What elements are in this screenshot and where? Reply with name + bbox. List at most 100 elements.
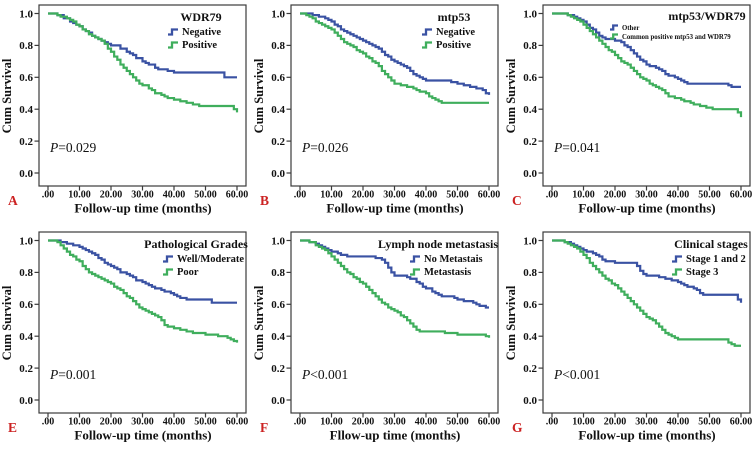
- x-tick-label: 60.00: [226, 417, 249, 428]
- legend-label: Other: [622, 25, 639, 32]
- y-tick-label: 0.8: [271, 40, 285, 52]
- survival-curve-G: [552, 239, 741, 347]
- y-tick-label: 0.0: [271, 395, 285, 407]
- km-panel-F: 0.0 0.2 0.4 0.6 0.8 1.0 .00 10.00 20.00 30.00 40.0…: [252, 227, 504, 454]
- y-tick-label: 0.4: [271, 104, 285, 116]
- km-plot-B: 0.0 0.2 0.4 0.6 0.8 1.0 .00 10.00 20.00 30.00 40.0…: [252, 4, 501, 216]
- legend-marker: [422, 41, 432, 49]
- x-tick-label: 50.00: [698, 190, 721, 201]
- x-tick-label: 40.00: [163, 190, 186, 201]
- x-tick-label: 40.00: [667, 190, 690, 201]
- x-tick-label: 20.00: [352, 190, 375, 201]
- legend-title: mtp53/WDR79: [668, 9, 745, 23]
- y-tick-label: 0.4: [19, 331, 33, 343]
- km-panel-A: 0.0 0.2 0.4 0.6 0.8 1.0 .00 10.00 20.00 30.00 40.0…: [0, 0, 252, 227]
- legend-label: Well/Moderate: [177, 254, 244, 265]
- x-tick-label: 60.00: [478, 190, 501, 201]
- legend-marker: [422, 28, 432, 36]
- x-tick-label: 60.00: [226, 190, 249, 201]
- x-tick-label: 40.00: [415, 190, 438, 201]
- y-tick-label: 0.0: [19, 168, 33, 180]
- legend-marker: [672, 268, 682, 276]
- x-tick-label: 30.00: [131, 190, 154, 201]
- legend-label: Positive: [182, 40, 217, 51]
- p-value: P<0.001: [553, 367, 600, 382]
- y-tick-label: 0.8: [271, 267, 285, 279]
- y-tick-label: 0.6: [523, 299, 537, 311]
- survival-curve-A: [48, 12, 239, 113]
- legend-marker: [163, 255, 173, 263]
- x-tick-label: 40.00: [163, 417, 186, 428]
- legend-label: Poor: [177, 267, 199, 278]
- y-tick-label: 0.4: [523, 331, 537, 343]
- panel-letter: E: [8, 420, 17, 435]
- legend-marker: [168, 28, 178, 36]
- legend-label: Negative: [436, 27, 475, 38]
- survival-curve-G: [552, 239, 743, 303]
- survival-curve-B: [300, 12, 491, 95]
- survival-curve-F: [300, 239, 489, 309]
- x-axis-title: Follow-up time (months): [326, 201, 463, 216]
- x-tick-label: 10.00: [68, 417, 91, 428]
- x-axis-title: Follow-up time (months): [578, 201, 715, 216]
- p-value: P=0.026: [301, 140, 348, 155]
- legend-marker: [168, 41, 178, 49]
- y-axis-title: Cum Survival: [0, 285, 14, 360]
- x-tick-label: 20.00: [604, 190, 627, 201]
- legend-title: Clinical stages: [674, 237, 748, 251]
- y-axis-title: Cum Survival: [0, 58, 14, 133]
- survival-curve-E: [48, 239, 239, 343]
- y-tick-label: 0.6: [271, 72, 285, 84]
- x-tick-label: 20.00: [100, 417, 123, 428]
- x-tick-label: 50.00: [446, 190, 469, 201]
- y-tick-label: 1.0: [523, 8, 537, 20]
- y-tick-label: 0.0: [523, 168, 537, 180]
- y-tick-label: 0.8: [523, 267, 537, 279]
- y-tick-label: 0.2: [523, 136, 537, 148]
- x-tick-label: 20.00: [100, 190, 123, 201]
- p-value: P=0.001: [49, 367, 96, 382]
- legend-marker: [410, 255, 420, 263]
- x-tick-label: .00: [546, 190, 559, 201]
- km-plot-E: 0.0 0.2 0.4 0.6 0.8 1.0 .00 10.00 20.00 30.00 40.0…: [0, 231, 249, 443]
- legend-marker: [410, 268, 420, 276]
- y-axis-title: Cum Survival: [504, 58, 518, 133]
- x-tick-label: 30.00: [383, 417, 406, 428]
- x-axis-title: Follow-up time (months): [74, 428, 211, 443]
- y-axis-title: Cum Survival: [252, 285, 266, 360]
- p-value: P<0.001: [301, 367, 348, 382]
- y-tick-label: 0.2: [523, 363, 537, 375]
- x-tick-label: 50.00: [194, 417, 217, 428]
- y-axis-title: Cum Survival: [504, 285, 518, 360]
- p-value: P=0.041: [553, 140, 600, 155]
- y-tick-label: 0.4: [523, 104, 537, 116]
- x-tick-label: .00: [294, 417, 307, 428]
- y-tick-label: 0.2: [271, 363, 285, 375]
- x-axis-title: Follow-up time (months): [74, 201, 211, 216]
- y-tick-label: 0.6: [271, 299, 285, 311]
- x-tick-label: 50.00: [698, 417, 721, 428]
- survival-curve-B: [300, 12, 489, 104]
- x-tick-label: 30.00: [635, 417, 658, 428]
- panel-letter: C: [512, 193, 522, 208]
- x-tick-label: 30.00: [131, 417, 154, 428]
- legend-label: Metastasis: [424, 267, 471, 278]
- y-tick-label: 1.0: [19, 235, 33, 247]
- x-tick-label: 40.00: [415, 417, 438, 428]
- y-tick-label: 0.8: [19, 267, 33, 279]
- km-plot-A: 0.0 0.2 0.4 0.6 0.8 1.0 .00 10.00 20.00 30.00 40.0…: [0, 4, 249, 216]
- x-tick-label: 60.00: [478, 417, 501, 428]
- y-tick-label: 1.0: [271, 8, 285, 20]
- survival-curve-C: [552, 12, 741, 88]
- legend-label: Stage 1 and 2: [686, 254, 746, 265]
- x-tick-label: 30.00: [635, 190, 658, 201]
- km-panel-E: 0.0 0.2 0.4 0.6 0.8 1.0 .00 10.00 20.00 30.00 40.0…: [0, 227, 252, 454]
- y-tick-label: 0.4: [19, 104, 33, 116]
- y-tick-label: 0.4: [271, 331, 285, 343]
- x-tick-label: 10.00: [68, 190, 91, 201]
- p-value: P=0.029: [49, 140, 96, 155]
- legend-label: No Metastais: [424, 254, 483, 265]
- legend-label: Common positive mtp53 and WDR79: [622, 34, 731, 41]
- x-tick-label: 10.00: [320, 190, 343, 201]
- x-tick-label: 40.00: [667, 417, 690, 428]
